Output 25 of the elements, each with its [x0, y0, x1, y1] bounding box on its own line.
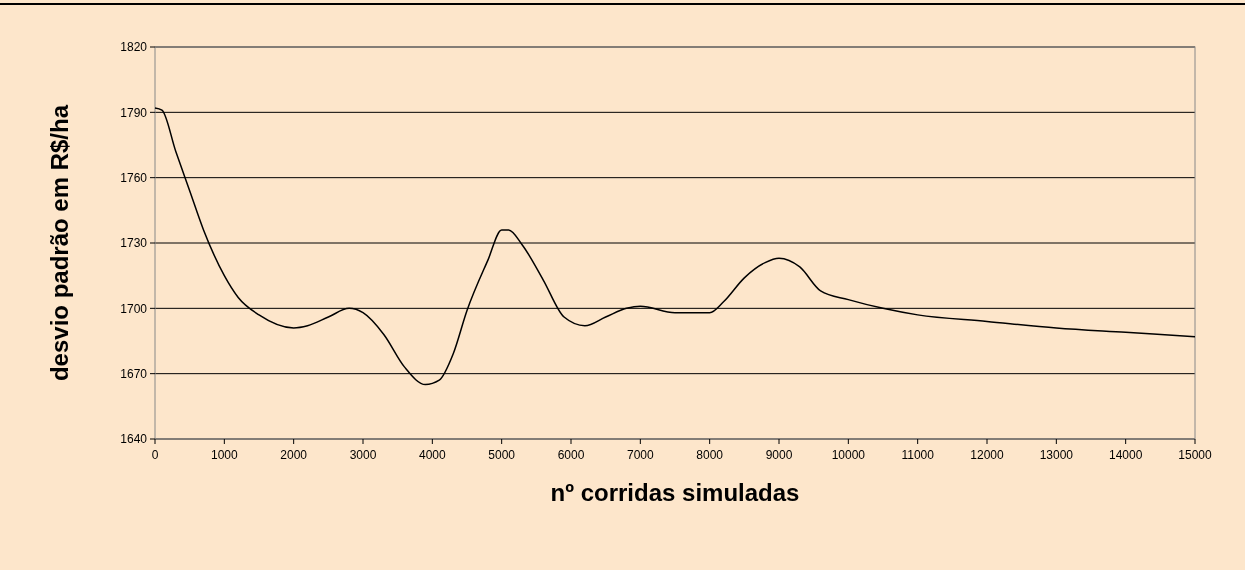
- y-tick-label: 1730: [120, 236, 148, 251]
- x-tick-label: 7000: [626, 448, 654, 462]
- x-tick-label: 5000: [488, 448, 516, 462]
- x-tick-label: 13000: [1039, 448, 1074, 462]
- x-tick-label: 8000: [696, 448, 724, 462]
- x-tick-label: 0: [151, 448, 159, 462]
- x-tick-label: 6000: [557, 448, 585, 462]
- y-tick-label: 1820: [120, 40, 148, 55]
- y-tick-label: 1790: [120, 105, 148, 120]
- y-tick-label: 1760: [120, 170, 148, 185]
- y-tick-label: 1700: [120, 301, 148, 316]
- x-axis-title: nº corridas simuladas: [550, 479, 800, 506]
- y-tick-label: 1640: [120, 432, 148, 447]
- y-tick-label: 1670: [120, 366, 148, 381]
- y-axis-title: desvio padrão em R$/ha: [46, 104, 73, 382]
- x-tick-label: 2000: [280, 448, 308, 462]
- x-tick-label: 11000: [901, 448, 935, 462]
- x-tick-label: 15000: [1178, 448, 1213, 462]
- x-tick-label: 4000: [418, 448, 446, 462]
- x-tick-label: 14000: [1108, 448, 1143, 462]
- x-tick-label: 3000: [349, 448, 377, 462]
- x-tick-label: 12000: [970, 448, 1005, 462]
- x-tick-label: 10000: [831, 448, 866, 462]
- x-tick-label: 9000: [765, 448, 793, 462]
- x-tick-label: 1000: [210, 448, 238, 462]
